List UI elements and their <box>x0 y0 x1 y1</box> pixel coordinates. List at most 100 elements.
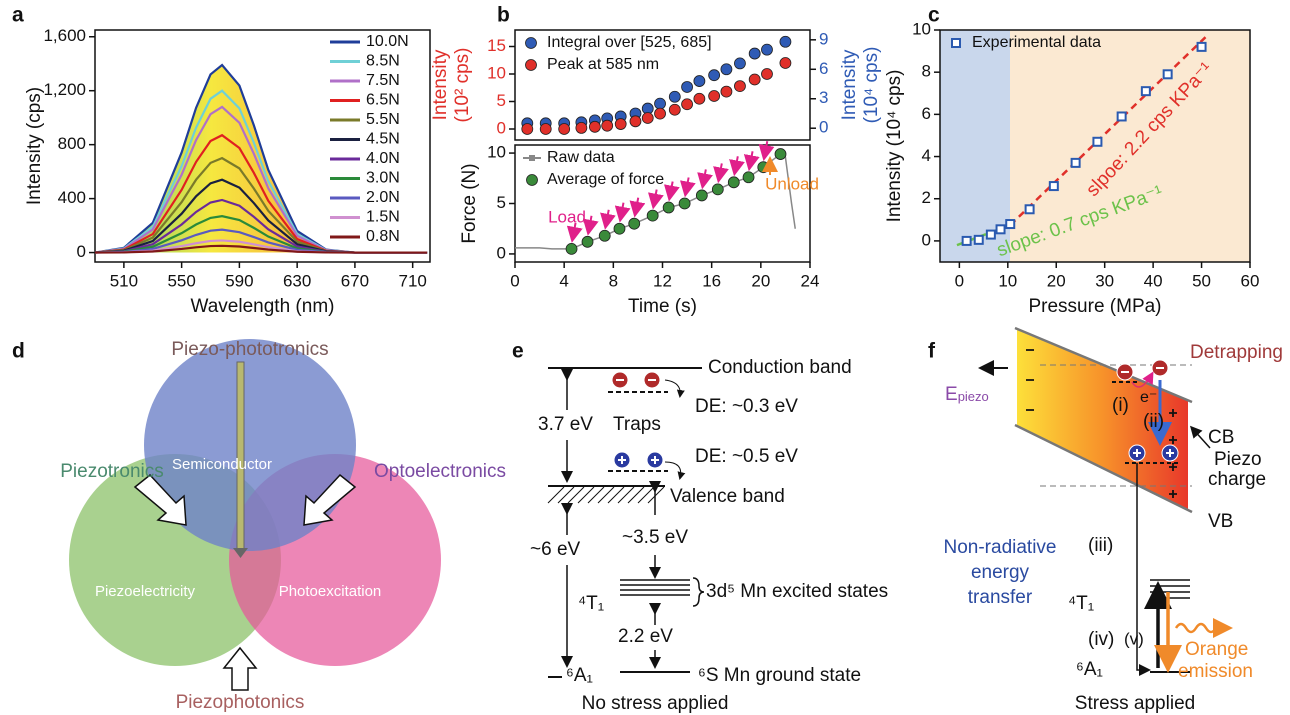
label: Valence band <box>670 486 785 507</box>
load-arrow <box>566 222 583 243</box>
legend-label: Average of force <box>547 171 664 188</box>
y-tick-label: 4 <box>922 146 931 165</box>
data-point <box>521 123 534 135</box>
data-point <box>748 47 761 60</box>
label: (i) <box>1112 395 1129 416</box>
data-point <box>742 171 755 184</box>
legend-marker <box>526 174 538 186</box>
label: Piezophotonics <box>176 692 305 713</box>
y-tick-label: 400 <box>58 188 86 207</box>
label: ⁴T₁ <box>578 593 604 614</box>
data-point <box>588 120 601 133</box>
label: ⁶A₁ <box>566 665 593 686</box>
legend-label: 4.5N <box>366 131 400 148</box>
legend-label: 3.0N <box>366 170 400 187</box>
white-arrow <box>303 473 357 526</box>
data-point <box>539 123 552 135</box>
caption: Stress applied <box>1075 693 1195 714</box>
legend-label: 10.0N <box>366 33 409 50</box>
data-point <box>695 189 708 202</box>
data-point <box>629 115 642 128</box>
data-point <box>720 85 733 98</box>
x-tick-label: 20 <box>751 271 770 290</box>
x-axis-label: Pressure (MPa) <box>1028 296 1161 317</box>
label: Traps <box>613 414 661 435</box>
load-arrow <box>614 202 631 223</box>
y-tick-label: 1,600 <box>43 26 86 45</box>
label: ⁶S Mn ground state <box>698 665 861 686</box>
load-arrow <box>729 156 745 177</box>
x-tick-label: 4 <box>559 271 568 290</box>
circle-label: Piezoelectricity <box>95 583 196 600</box>
data-point <box>757 161 770 174</box>
y-axis-label: (10² cps) <box>452 48 473 123</box>
y-axis-label: Intensity (10⁴ cps) <box>884 70 905 223</box>
x-tick-label: 710 <box>398 271 426 290</box>
legend-marker <box>951 38 961 48</box>
data-point <box>668 90 681 103</box>
data-point <box>779 57 792 69</box>
data-point <box>581 235 594 248</box>
arrow <box>664 379 685 398</box>
data-point <box>693 92 706 105</box>
x-tick-label: 550 <box>167 271 195 290</box>
load-arrow <box>758 141 775 162</box>
data-point <box>708 90 721 102</box>
label: 3d⁵ Mn excited states <box>706 581 888 602</box>
label: Piezo <box>1214 449 1262 470</box>
x-tick-label: 590 <box>225 271 253 290</box>
white-arrow <box>133 473 187 526</box>
annotation: Unload <box>765 174 819 193</box>
plot-frame <box>939 29 1251 263</box>
legend-label: 2.0N <box>366 189 400 206</box>
band <box>1017 330 1188 510</box>
y-axis-label: Intensity <box>839 49 860 120</box>
data-point <box>774 148 787 160</box>
label: ~3.5 eV <box>622 527 688 548</box>
circle-label: Semiconductor <box>172 456 272 473</box>
y-tick-label: 1,200 <box>43 80 86 99</box>
data-point <box>654 97 666 110</box>
legend-label: Peak at 585 nm <box>547 56 659 73</box>
data-point <box>598 229 611 242</box>
data-point <box>761 68 773 80</box>
y-tick-label: 0 <box>922 230 931 249</box>
x-axis-label: Time (s) <box>628 296 697 317</box>
y-tick-label: 800 <box>58 134 86 153</box>
data-point <box>995 224 1006 235</box>
panel-label: e <box>512 340 524 363</box>
data-point <box>1005 219 1016 230</box>
label: DE: ~0.5 eV <box>695 446 798 467</box>
x-tick-label: 0 <box>955 271 964 290</box>
x-tick-label: 40 <box>1144 271 1163 290</box>
data-point <box>1162 69 1173 80</box>
label: (iv) <box>1088 629 1114 650</box>
data-point <box>961 235 972 246</box>
arrow <box>664 461 686 480</box>
data-point <box>1140 86 1151 97</box>
data-point <box>1070 157 1081 168</box>
data-point <box>973 234 984 245</box>
data-point <box>654 107 666 120</box>
region-shade <box>940 30 1010 262</box>
label: 3.7 eV <box>538 414 593 435</box>
y-tick-label: 0 <box>77 242 86 261</box>
energy-diagram <box>547 367 705 678</box>
data-point <box>628 217 641 230</box>
y-tick-label: 5 <box>497 193 506 212</box>
data-point <box>668 103 681 116</box>
y-tick-label: 10 <box>487 63 506 82</box>
hatch <box>547 486 665 504</box>
data-point <box>1092 136 1103 147</box>
y-tick-label: 2 <box>922 188 931 207</box>
y-axis-label: Intensity <box>430 49 451 120</box>
label: piezo <box>958 389 989 404</box>
fit-line <box>1009 35 1208 226</box>
x-tick-label: 10 <box>998 271 1017 290</box>
label: DE: ~0.3 eV <box>695 396 798 417</box>
legend-label: 8.5N <box>366 53 400 70</box>
data-point <box>614 118 627 130</box>
load-arrow <box>663 181 680 202</box>
label: Piezotronics <box>60 461 164 482</box>
